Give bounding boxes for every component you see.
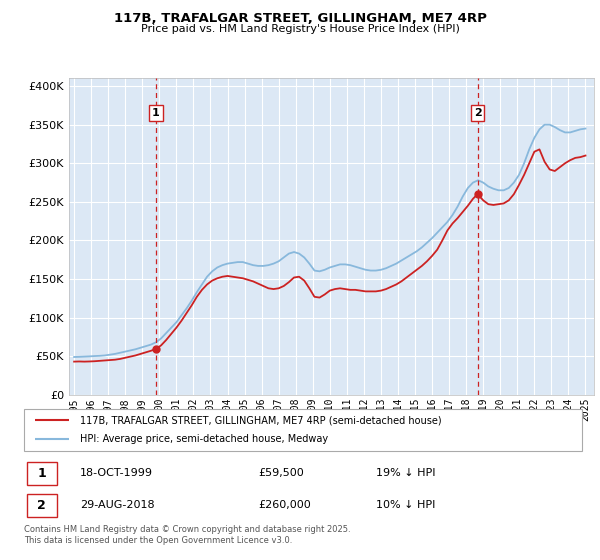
FancyBboxPatch shape <box>24 409 582 451</box>
Text: 117B, TRAFALGAR STREET, GILLINGHAM, ME7 4RP: 117B, TRAFALGAR STREET, GILLINGHAM, ME7 … <box>113 12 487 25</box>
Text: HPI: Average price, semi-detached house, Medway: HPI: Average price, semi-detached house,… <box>80 435 328 445</box>
Text: 2: 2 <box>474 108 481 118</box>
Text: 18-OCT-1999: 18-OCT-1999 <box>80 468 153 478</box>
FancyBboxPatch shape <box>27 494 58 517</box>
Text: Price paid vs. HM Land Registry's House Price Index (HPI): Price paid vs. HM Land Registry's House … <box>140 24 460 34</box>
FancyBboxPatch shape <box>27 461 58 485</box>
Text: £59,500: £59,500 <box>259 468 304 478</box>
Text: 117B, TRAFALGAR STREET, GILLINGHAM, ME7 4RP (semi-detached house): 117B, TRAFALGAR STREET, GILLINGHAM, ME7 … <box>80 415 442 425</box>
Text: Contains HM Land Registry data © Crown copyright and database right 2025.
This d: Contains HM Land Registry data © Crown c… <box>24 525 350 545</box>
Text: 10% ↓ HPI: 10% ↓ HPI <box>376 500 435 510</box>
Text: 1: 1 <box>37 466 46 480</box>
Text: 29-AUG-2018: 29-AUG-2018 <box>80 500 154 510</box>
Text: £260,000: £260,000 <box>259 500 311 510</box>
Text: 19% ↓ HPI: 19% ↓ HPI <box>376 468 435 478</box>
Text: 1: 1 <box>152 108 160 118</box>
Text: 2: 2 <box>37 499 46 512</box>
